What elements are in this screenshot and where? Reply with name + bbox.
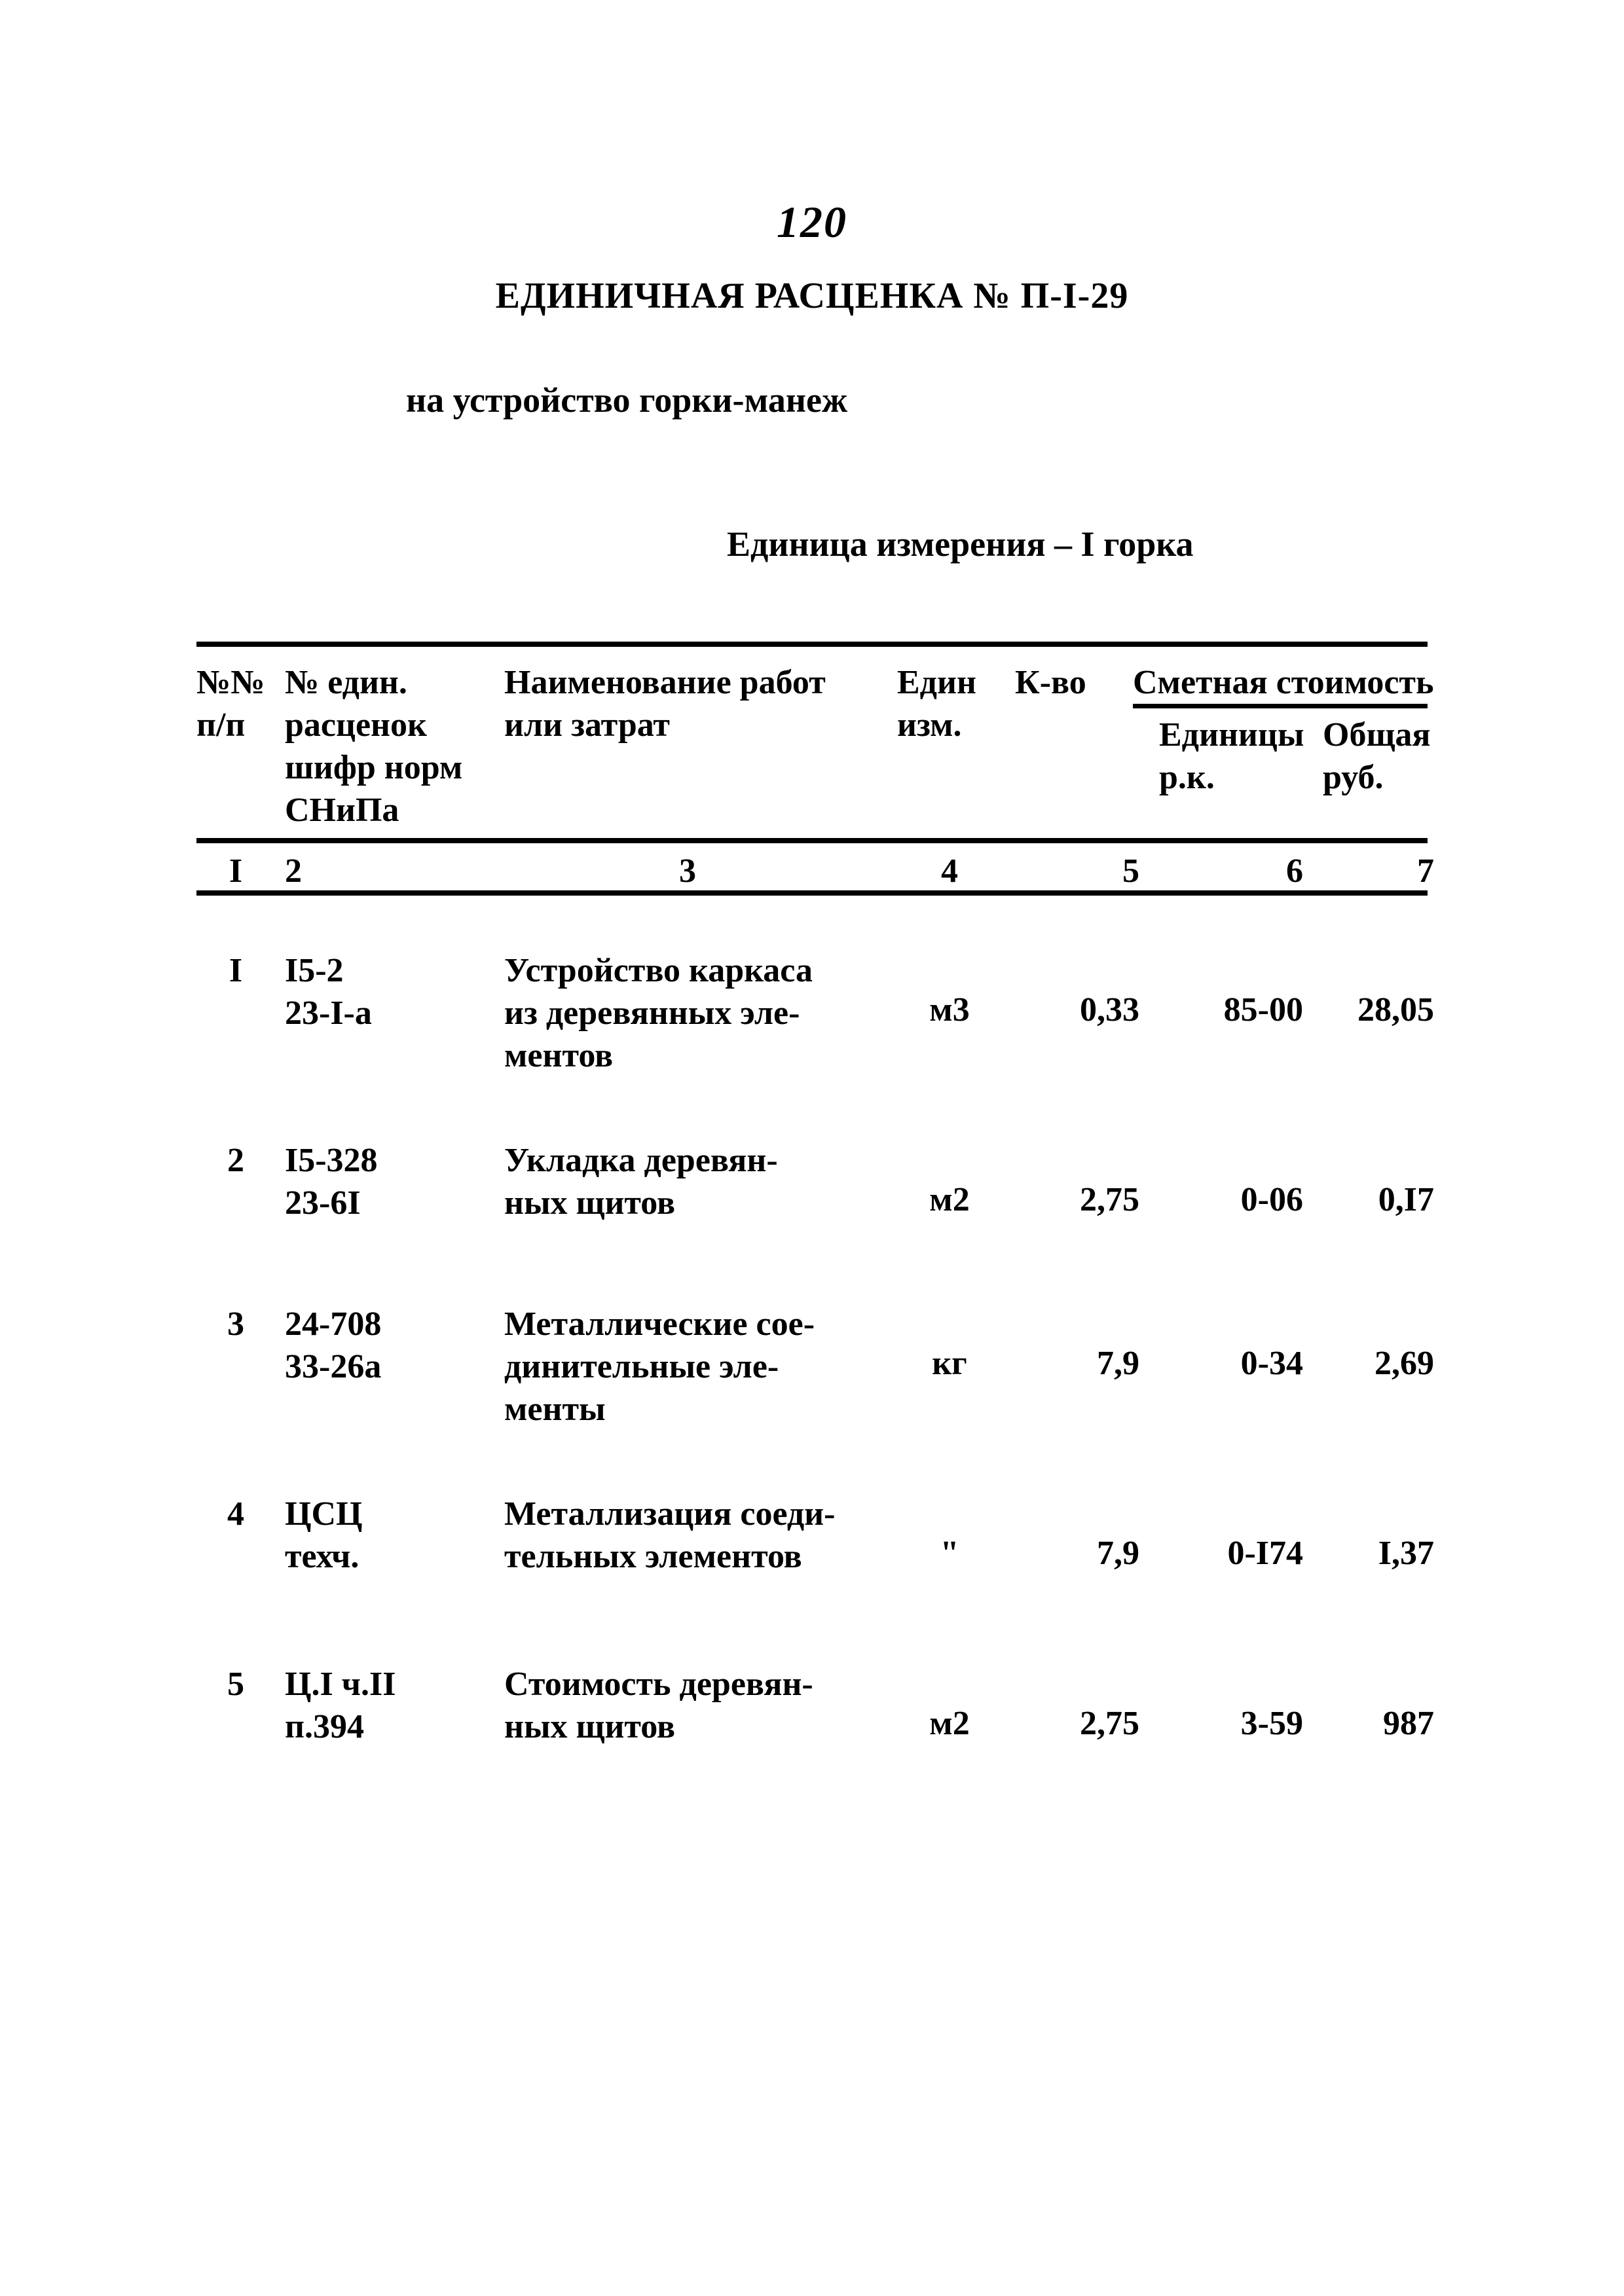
table-cell-code: Ц.I ч.II п.394 [285, 1663, 481, 1748]
table-cell-code: ЦСЦ техч. [285, 1493, 481, 1578]
table-row: 5 [196, 1663, 275, 1705]
table-cell-uprice: 0-06 [1159, 1178, 1303, 1221]
table-cell-total: I,37 [1323, 1532, 1434, 1575]
col-num-2: 2 [285, 850, 481, 892]
table-cell-qty: 7,9 [1015, 1342, 1139, 1385]
col-header-4: Един изм. [897, 661, 1002, 746]
table-rule-header-mid [196, 838, 1428, 843]
table-rule-cost-group [1133, 704, 1428, 708]
table-cell-uprice: 0-34 [1159, 1342, 1303, 1385]
table-cell-code: 24-708 33-26а [285, 1303, 481, 1388]
table-cell-total: 987 [1323, 1702, 1434, 1745]
table-cell-unit: м2 [897, 1178, 1002, 1221]
table-cell-total: 28,05 [1323, 989, 1434, 1031]
col-num-1: I [196, 850, 275, 892]
table-cell-total: 0,I7 [1323, 1178, 1434, 1221]
col-subheader-7: Общая руб. [1323, 714, 1434, 799]
table-cell-name: Укладка деревян- ных щитов [504, 1139, 871, 1224]
col-header-2: № един. расценок шифр норм СНиПа [285, 661, 481, 831]
document-subtitle: на устройство горки-манеж [406, 380, 847, 420]
page: 120 ЕДИНИЧНАЯ РАСЦЕНКА № П-I-29 на устро… [0, 0, 1624, 2296]
page-number: 120 [0, 196, 1624, 248]
table-cell-qty: 0,33 [1015, 989, 1139, 1031]
table-cell-unit: кг [897, 1342, 1002, 1385]
table-cell-uprice: 0-I74 [1159, 1532, 1303, 1575]
table-cell-name: Металлические сое- динительные эле- мент… [504, 1303, 871, 1430]
col-header-3: Наименование работ или затрат [504, 661, 871, 746]
table-cell-uprice: 85-00 [1159, 989, 1303, 1031]
table-cell-unit: м2 [897, 1702, 1002, 1745]
col-num-6: 6 [1159, 850, 1303, 892]
col-subheader-6: Единицы р.к. [1159, 714, 1303, 799]
table-cell-qty: 2,75 [1015, 1702, 1139, 1745]
table-row: 2 [196, 1139, 275, 1182]
table-cell-code: I5-2 23-I-а [285, 949, 481, 1034]
col-header-1: №№ п/п [196, 661, 275, 746]
table-cell-qty: 2,75 [1015, 1178, 1139, 1221]
table-cell-unit: м3 [897, 989, 1002, 1031]
col-num-7: 7 [1323, 850, 1434, 892]
col-header-5: К-во [1015, 661, 1139, 704]
table-rule-top [196, 642, 1428, 647]
table-row: 3 [196, 1303, 275, 1345]
document-title: ЕДИНИЧНАЯ РАСЦЕНКА № П-I-29 [0, 275, 1624, 317]
col-header-6-7-group: Сметная стоимость [1133, 661, 1428, 704]
col-num-5: 5 [1015, 850, 1139, 892]
table-cell-code: I5-328 23-6I [285, 1139, 481, 1224]
table-cell-qty: 7,9 [1015, 1532, 1139, 1575]
col-num-4: 4 [897, 850, 1002, 892]
table-cell-uprice: 3-59 [1159, 1702, 1303, 1745]
table-cell-name: Стоимость деревян- ных щитов [504, 1663, 871, 1748]
table-cell-unit: " [897, 1532, 1002, 1575]
table-row: 4 [196, 1493, 275, 1535]
table-cell-name: Устройство каркаса из деревянных эле- ме… [504, 949, 871, 1077]
unit-of-measure-line: Единица измерения – I горка [727, 524, 1194, 564]
col-num-3: 3 [504, 850, 871, 892]
table-cell-total: 2,69 [1323, 1342, 1434, 1385]
table-cell-name: Металлизация соеди- тельных элементов [504, 1493, 871, 1578]
table-row: I [196, 949, 275, 992]
